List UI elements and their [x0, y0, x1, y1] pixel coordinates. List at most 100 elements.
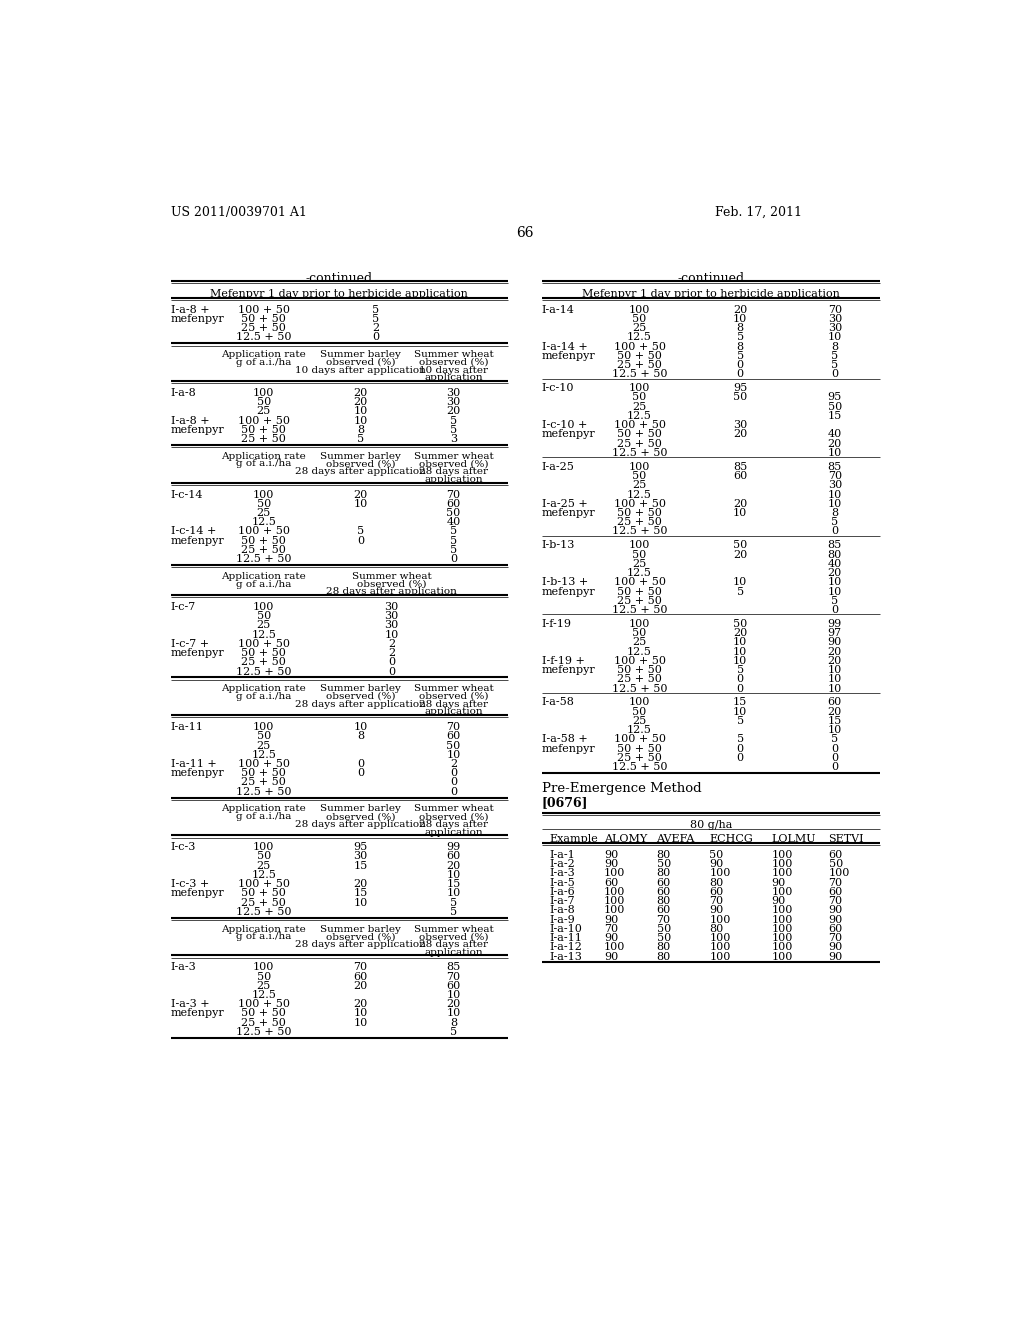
Text: 28 days after application: 28 days after application	[295, 820, 426, 829]
Text: 50: 50	[633, 392, 646, 403]
Text: 0: 0	[736, 684, 743, 693]
Text: application: application	[424, 374, 482, 383]
Text: 50 + 50: 50 + 50	[242, 648, 286, 659]
Text: 60: 60	[827, 697, 842, 708]
Text: 10: 10	[446, 870, 461, 880]
Text: 15: 15	[827, 411, 842, 421]
Text: 90: 90	[828, 906, 843, 915]
Text: 90: 90	[604, 850, 618, 859]
Text: 60: 60	[604, 878, 618, 887]
Text: 25: 25	[633, 638, 646, 647]
Text: observed (%): observed (%)	[326, 812, 395, 821]
Text: 8: 8	[357, 731, 365, 742]
Text: 100 + 50: 100 + 50	[613, 734, 666, 744]
Text: 15: 15	[353, 861, 368, 871]
Text: 10 days after: 10 days after	[419, 366, 488, 375]
Text: g of a.i./ha: g of a.i./ha	[236, 579, 291, 589]
Text: ECHCG: ECHCG	[710, 834, 753, 843]
Text: 0: 0	[831, 743, 839, 754]
Text: 100: 100	[253, 388, 274, 397]
Text: 20: 20	[446, 407, 461, 416]
Text: g of a.i./ha: g of a.i./ha	[236, 692, 291, 701]
Text: 12.5: 12.5	[251, 517, 276, 527]
Text: 25: 25	[256, 620, 270, 631]
Text: 80: 80	[827, 549, 842, 560]
Text: 10: 10	[353, 407, 368, 416]
Text: 8: 8	[450, 1018, 457, 1028]
Text: 95: 95	[353, 842, 368, 853]
Text: 10: 10	[353, 722, 368, 733]
Text: observed (%): observed (%)	[419, 692, 488, 701]
Text: 12.5 + 50: 12.5 + 50	[611, 762, 668, 772]
Text: 50 + 50: 50 + 50	[617, 351, 662, 360]
Text: 10: 10	[827, 447, 842, 458]
Text: I-a-8: I-a-8	[171, 388, 197, 397]
Text: Example: Example	[550, 834, 598, 843]
Text: 10: 10	[353, 1008, 368, 1019]
Text: 0: 0	[831, 605, 839, 615]
Text: 20: 20	[733, 429, 748, 440]
Text: 0: 0	[831, 752, 839, 763]
Text: mefenpyr: mefenpyr	[171, 314, 224, 323]
Text: 15: 15	[733, 697, 748, 708]
Text: 50 + 50: 50 + 50	[617, 586, 662, 597]
Text: 8: 8	[831, 342, 839, 351]
Text: Summer wheat: Summer wheat	[414, 350, 494, 359]
Text: 5: 5	[450, 416, 457, 425]
Text: observed (%): observed (%)	[419, 358, 488, 367]
Text: 10: 10	[353, 1018, 368, 1028]
Text: 12.5 + 50: 12.5 + 50	[611, 527, 668, 536]
Text: I-c-10: I-c-10	[542, 383, 574, 393]
Text: observed (%): observed (%)	[419, 459, 488, 469]
Text: 80: 80	[656, 942, 671, 952]
Text: 25 + 50: 25 + 50	[617, 438, 662, 449]
Text: g of a.i./ha: g of a.i./ha	[236, 459, 291, 469]
Text: 100: 100	[771, 915, 793, 924]
Text: 25: 25	[256, 741, 270, 751]
Text: 5: 5	[450, 536, 457, 545]
Text: 8: 8	[831, 508, 839, 517]
Text: 70: 70	[656, 915, 671, 924]
Text: application: application	[424, 828, 482, 837]
Text: 50 + 50: 50 + 50	[242, 1008, 286, 1019]
Text: 90: 90	[604, 915, 618, 924]
Text: 20: 20	[353, 490, 368, 499]
Text: 10: 10	[827, 577, 842, 587]
Text: I-c-14: I-c-14	[171, 490, 203, 499]
Text: 28 days after application: 28 days after application	[326, 587, 457, 597]
Text: 50 + 50: 50 + 50	[617, 665, 662, 675]
Text: 100 + 50: 100 + 50	[238, 879, 290, 890]
Text: 28 days after: 28 days after	[419, 940, 488, 949]
Text: 10: 10	[733, 638, 748, 647]
Text: 8: 8	[357, 425, 365, 434]
Text: 0: 0	[736, 675, 743, 684]
Text: 25: 25	[633, 715, 646, 726]
Text: 60: 60	[446, 499, 461, 508]
Text: mefenpyr: mefenpyr	[171, 536, 224, 545]
Text: 25 + 50: 25 + 50	[617, 675, 662, 684]
Text: 70: 70	[446, 490, 461, 499]
Text: 2: 2	[373, 323, 380, 333]
Text: 95: 95	[733, 383, 748, 393]
Text: 5: 5	[831, 351, 839, 360]
Text: mefenpyr: mefenpyr	[171, 1008, 224, 1019]
Text: 30: 30	[384, 602, 398, 612]
Text: 50 + 50: 50 + 50	[242, 536, 286, 545]
Text: 50 + 50: 50 + 50	[242, 888, 286, 899]
Text: 100: 100	[629, 619, 650, 628]
Text: I-c-7: I-c-7	[171, 602, 196, 612]
Text: I-c-7 +: I-c-7 +	[171, 639, 209, 649]
Text: 100 + 50: 100 + 50	[613, 577, 666, 587]
Text: 5: 5	[736, 665, 743, 675]
Text: 5: 5	[373, 314, 380, 323]
Text: 100: 100	[771, 906, 793, 915]
Text: 60: 60	[710, 887, 724, 896]
Text: 60: 60	[733, 471, 748, 480]
Text: 60: 60	[828, 924, 843, 933]
Text: 50 + 50: 50 + 50	[617, 429, 662, 440]
Text: 3: 3	[450, 434, 457, 444]
Text: 99: 99	[446, 842, 461, 853]
Text: 12.5: 12.5	[251, 750, 276, 760]
Text: Summer wheat: Summer wheat	[414, 804, 494, 813]
Text: observed (%): observed (%)	[326, 358, 395, 367]
